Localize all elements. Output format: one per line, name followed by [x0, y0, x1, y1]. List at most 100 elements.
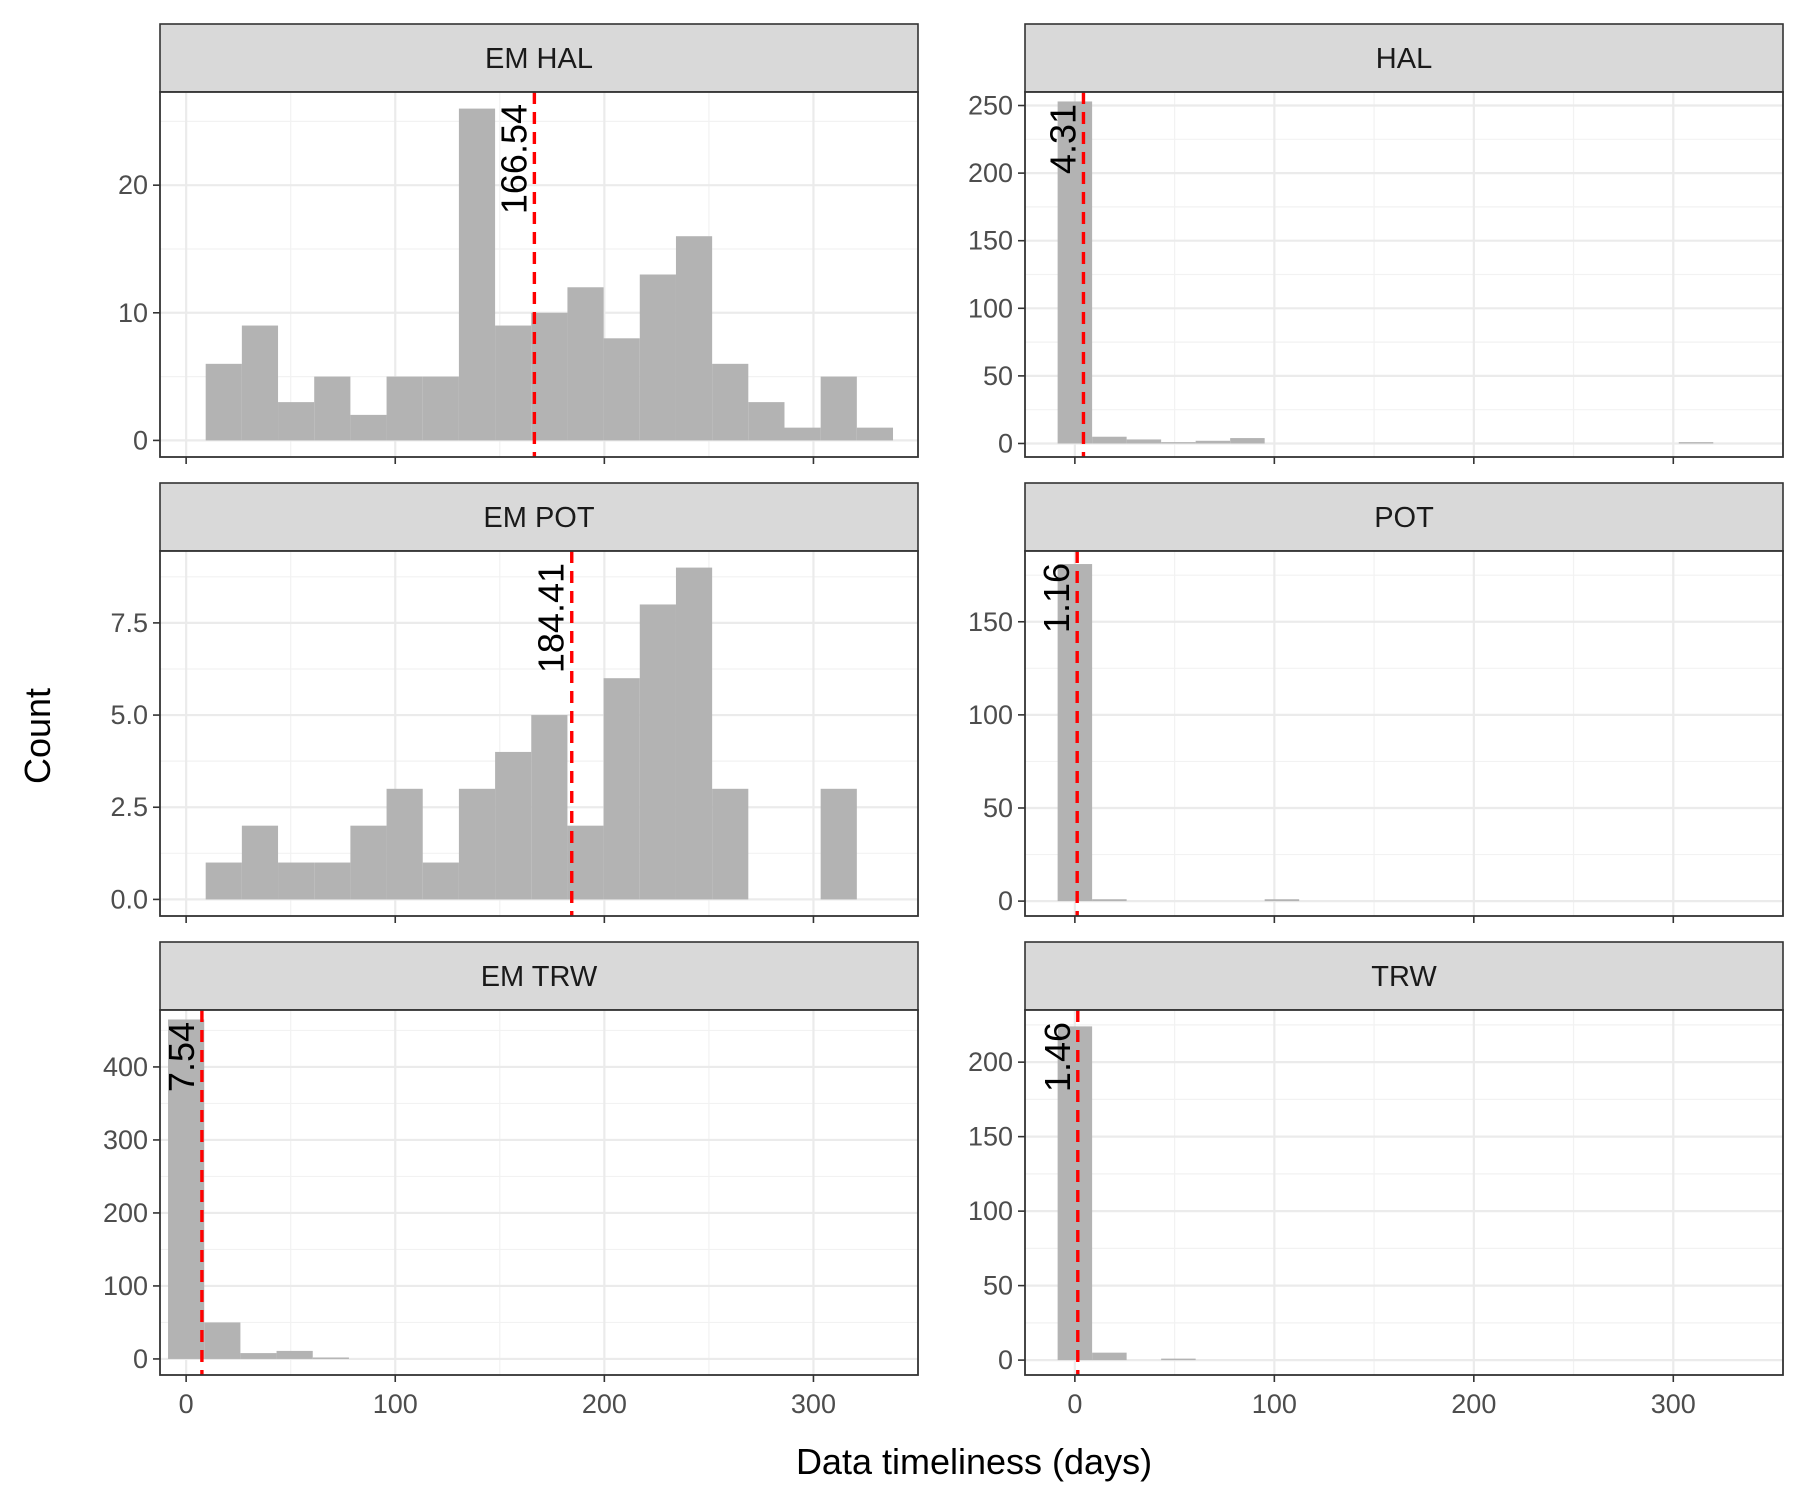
x-tick-label: 200 [1451, 1389, 1496, 1419]
y-tick-label: 200 [968, 158, 1013, 188]
y-tick-label: 100 [968, 700, 1013, 730]
histogram-bar [567, 825, 604, 900]
histogram-bar [386, 788, 423, 900]
histogram-bar [314, 862, 351, 900]
histogram-bar [1092, 899, 1127, 902]
histogram-bar [712, 363, 749, 441]
facet-strip-trw [1024, 941, 1784, 1011]
histogram-bar [495, 325, 532, 441]
facet-panel-em-pot: EM POT 184.41 0.0 2.5 5.0 7.5 [110, 482, 919, 923]
histogram-bar [168, 1019, 205, 1359]
y-tick-label: 150 [968, 607, 1013, 637]
histogram-bar [820, 788, 857, 900]
y-tick-label: 300 [103, 1125, 148, 1155]
y-tick-label: 2.5 [110, 792, 148, 822]
panel-background [160, 1010, 918, 1375]
x-tick-label: 100 [1252, 1389, 1297, 1419]
y-tick-label: 150 [968, 1122, 1013, 1152]
histogram-bar [422, 862, 459, 900]
y-tick-label: 5.0 [110, 700, 148, 730]
histogram-bar [241, 825, 279, 900]
median-value-label: 184.41 [531, 563, 572, 673]
y-tick-label: 7.5 [110, 608, 148, 638]
histogram-bar [639, 604, 676, 900]
facet-panel-trw: TRW 1.46 0 50 100 150 200 0 100 200 300 [968, 941, 1784, 1419]
x-tick-label: 300 [791, 1389, 836, 1419]
histogram-bar [205, 363, 242, 441]
facet-panel-em-hal: EM HAL 166.54 0 10 20 [118, 23, 919, 464]
histogram-bar [458, 108, 496, 441]
histogram-bar [567, 287, 604, 441]
x-tick-label: 0 [1067, 1389, 1082, 1419]
histogram-bar [240, 1353, 277, 1359]
y-tick-label: 100 [968, 1196, 1013, 1226]
histogram-bar [1230, 438, 1265, 444]
histogram-bar [675, 567, 713, 900]
facet-strip-label: POT [1374, 502, 1434, 534]
histogram-bar [603, 678, 640, 900]
y-tick-label: 0 [133, 1344, 148, 1374]
histogram-bar [278, 402, 315, 441]
y-tick-label: 200 [968, 1047, 1013, 1077]
x-tick-label: 200 [582, 1389, 627, 1419]
histogram-bar [1195, 440, 1231, 444]
y-tick-label: 250 [968, 91, 1013, 121]
histogram-bar [350, 414, 387, 441]
facet-panel-hal: HAL 4.31 0 50 100 150 200 250 [968, 23, 1784, 464]
facet-strip-label: HAL [1376, 43, 1432, 75]
y-tick-label: 0 [998, 886, 1013, 916]
median-value-label: 1.16 [1036, 563, 1077, 633]
facet-panel-pot: POT 1.16 0 50 100 150 [968, 482, 1784, 923]
y-tick-label: 50 [983, 1271, 1013, 1301]
median-value-label: 166.54 [493, 104, 534, 214]
y-tick-label: 100 [103, 1271, 148, 1301]
histogram-bar [784, 427, 821, 441]
histogram-bar [712, 788, 749, 900]
histogram-bar [1126, 439, 1162, 444]
y-tick-label: 400 [103, 1052, 148, 1082]
histogram-bar [312, 1357, 349, 1359]
histogram-bar [241, 325, 279, 441]
histogram-bar [314, 376, 351, 441]
histogram-bar [603, 338, 640, 441]
facet-strip-label: EM HAL [485, 43, 593, 75]
histogram-bar [1057, 564, 1093, 902]
y-tick-label: 10 [118, 298, 148, 328]
y-tick-label: 50 [983, 793, 1013, 823]
facet-strip-label: EM POT [483, 502, 594, 534]
y-tick-label: 0 [998, 1345, 1013, 1375]
facet-strip-hal [1024, 23, 1784, 93]
histogram-bar [1057, 101, 1093, 444]
x-axis-title: Data timeliness (days) [796, 1441, 1152, 1482]
facet-strip-label: TRW [1371, 961, 1437, 993]
histogram-bar [820, 376, 857, 441]
panel-border [1024, 91, 1784, 458]
facet-strip-em-trw [159, 941, 919, 1011]
histogram-bar [1678, 442, 1714, 444]
median-value-label: 4.31 [1042, 104, 1083, 174]
histogram-bar [1264, 899, 1300, 902]
y-tick-label: 0.0 [110, 884, 148, 914]
y-tick-label: 200 [103, 1198, 148, 1228]
y-tick-label: 50 [983, 361, 1013, 391]
panel-background [1025, 1010, 1783, 1375]
histogram-bar [386, 376, 423, 441]
y-tick-label: 0 [998, 428, 1013, 458]
histogram-bar [748, 402, 785, 441]
histogram-bar [1092, 436, 1127, 444]
panel-border [1024, 550, 1784, 917]
histogram-bar [531, 312, 568, 441]
median-value-label: 7.54 [161, 1022, 202, 1092]
y-tick-label: 150 [968, 226, 1013, 256]
histogram-bar [1161, 1358, 1196, 1361]
x-tick-label: 100 [373, 1389, 418, 1419]
histogram-bar [495, 751, 532, 900]
y-tick-label: 0 [133, 425, 148, 455]
histogram-bar [422, 376, 459, 441]
panel-border [1024, 1009, 1784, 1376]
histogram-bar [458, 788, 496, 900]
histogram-bar [1092, 1352, 1127, 1361]
histogram-bar [675, 236, 713, 441]
histogram-bar [278, 862, 315, 900]
